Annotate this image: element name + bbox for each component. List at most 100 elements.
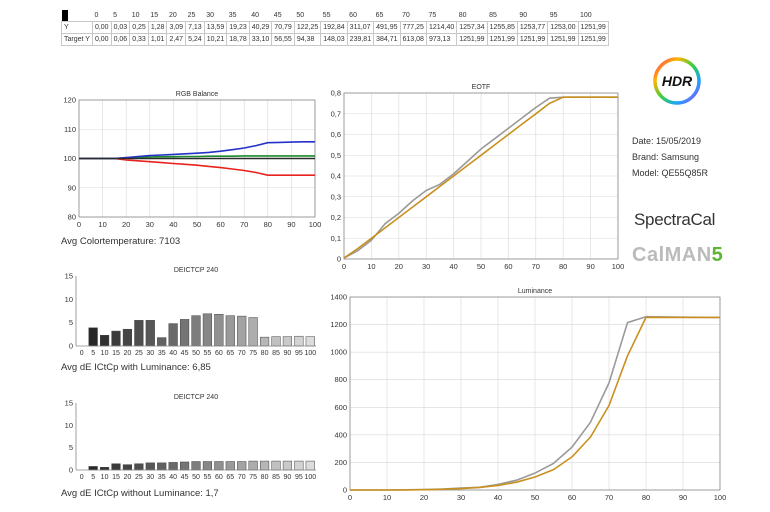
x-tick-label: 20 (395, 262, 403, 271)
x-tick-label: 55 (204, 474, 212, 481)
table-cell: 613,08 (399, 33, 427, 46)
table-header-cell: 80 (456, 10, 488, 22)
ictcp-no-luminance-chart: DEICTCP 240 0 5 10 15 0 5 10 15 20 25 30 35 40 45 50 55 6… (40, 391, 330, 481)
x-tick-label: 75 (249, 350, 257, 357)
table-cell: 1,28 (147, 21, 168, 34)
y-tick-label: 0,2 (331, 213, 341, 222)
plot-frame (343, 92, 619, 260)
table-cell: 40,29 (248, 21, 273, 34)
x-tick-label: 60 (568, 493, 576, 502)
table-cell: 3,09 (166, 21, 187, 34)
y-tick-label: 100 (63, 154, 76, 163)
bar (202, 461, 213, 471)
x-tick-label: 100 (714, 493, 727, 502)
y-tick-label: 200 (334, 458, 347, 467)
table-cell: 148,03 (320, 33, 348, 46)
x-tick-label: 10 (101, 350, 109, 357)
table-cell: 56,55 (271, 33, 295, 46)
table-header-cell: 20 (166, 10, 186, 22)
table-cell: 239,81 (346, 33, 375, 46)
bar (271, 336, 281, 347)
table-cell: 0,00 (91, 33, 112, 46)
x-tick-label: 95 (295, 350, 303, 357)
x-tick-label: 70 (532, 262, 540, 271)
eotf-chart: EOTF 0 0,1 0,2 0,3 0,4 0,5 0,6 0,7 0,8 0 10 20 30 40 50… (320, 82, 628, 272)
y-tick-label: 400 (334, 430, 347, 439)
x-tick-label: 50 (192, 350, 200, 357)
rgb-balance-chart: RGB Balance 80 90 100 110 120 0 10 20 30 40 50 60 70 8… (40, 88, 330, 233)
plot-frame (349, 296, 721, 491)
bar (214, 314, 224, 347)
chart-title: DEICTCP 240 (174, 394, 218, 401)
y-tick-label: 0,5 (331, 151, 341, 160)
bar (294, 460, 304, 471)
y-tick-label: 0,6 (331, 130, 341, 139)
table-header-cell: 0 (92, 10, 112, 22)
table-header-cell: 65 (373, 10, 401, 22)
bar (168, 323, 178, 347)
table-row-label: Target Y (61, 33, 93, 46)
x-tick-label: 0 (77, 220, 81, 229)
bar (122, 464, 133, 471)
bar (145, 320, 155, 347)
ictcp-luminance-caption: Avg dE ICtCp with Luminance: 6,85 (61, 362, 211, 373)
hdr-logo-text: HDR (662, 73, 693, 89)
table-cell: 13,59 (203, 21, 228, 34)
y-tick-label: 0,1 (331, 234, 341, 243)
table-cell: 7,13 (185, 21, 205, 34)
bar (88, 466, 98, 471)
x-tick-label: 85 (272, 350, 280, 357)
calman-logo: CalMAN5 (632, 244, 723, 267)
x-tick-label: 50 (192, 474, 200, 481)
hdr-logo: HDR (652, 56, 702, 106)
x-tick-label: 30 (146, 220, 154, 229)
x-tick-label: 10 (383, 493, 391, 502)
x-tick-label: 35 (158, 474, 166, 481)
x-tick-label: 5 (91, 350, 95, 357)
bar (157, 337, 167, 347)
bar (157, 462, 167, 471)
x-tick-label: 80 (264, 220, 272, 229)
x-tick-label: 65 (226, 350, 234, 357)
table-corner-marker (61, 10, 68, 22)
bar (282, 336, 293, 347)
x-tick-label: 100 (612, 262, 625, 271)
x-tick-label: 80 (261, 350, 269, 357)
table-header-cell: 100 (578, 10, 609, 22)
table-cell: 0,03 (110, 21, 131, 34)
table-row-label: Y (61, 21, 93, 34)
x-tick-label: 95 (295, 474, 303, 481)
y-tick-label: 1200 (330, 320, 347, 329)
table-header-cell: 35 (226, 10, 250, 22)
x-tick-label: 40 (169, 220, 177, 229)
table-cell: 1251,99 (456, 33, 488, 46)
x-tick-label: 50 (477, 262, 485, 271)
bar (134, 463, 144, 471)
x-tick-label: 100 (304, 350, 316, 357)
y-tick-label: 15 (65, 399, 73, 408)
y-tick-label: 120 (63, 96, 76, 105)
x-tick-label: 60 (216, 220, 224, 229)
y-tick-label: 0,3 (331, 192, 341, 201)
y-tick-label: 10 (65, 421, 73, 430)
x-tick-label: 75 (249, 474, 257, 481)
x-tick-label: 55 (204, 350, 212, 357)
chart-title: DEICTCP 240 (174, 267, 218, 274)
bar (248, 317, 258, 347)
bar (225, 461, 235, 471)
table-cell: 1251,99 (577, 21, 609, 34)
calman-logo-text: CalMAN (632, 244, 712, 266)
x-tick-label: 40 (169, 474, 177, 481)
y-tick-label: 0 (69, 342, 73, 351)
bar (294, 335, 304, 347)
chart-title: Luminance (518, 288, 552, 295)
x-tick-label: 85 (272, 474, 280, 481)
x-tick-label: 30 (422, 262, 430, 271)
luminance-chart: Luminance 0 200 400 600 800 1000 1200 1400 0 10 20 3… (320, 285, 730, 507)
x-tick-label: 20 (124, 474, 132, 481)
eotf-svg: EOTF 0 0,1 0,2 0,3 0,4 0,5 0,6 0,7 0,8 0 10 20 30 40 50… (331, 84, 625, 271)
x-tick-label: 0 (80, 350, 84, 357)
info-date: Date: 15/05/2019 (632, 136, 702, 146)
x-tick-label: 20 (420, 493, 428, 502)
y-tick-label: 10 (65, 295, 73, 304)
